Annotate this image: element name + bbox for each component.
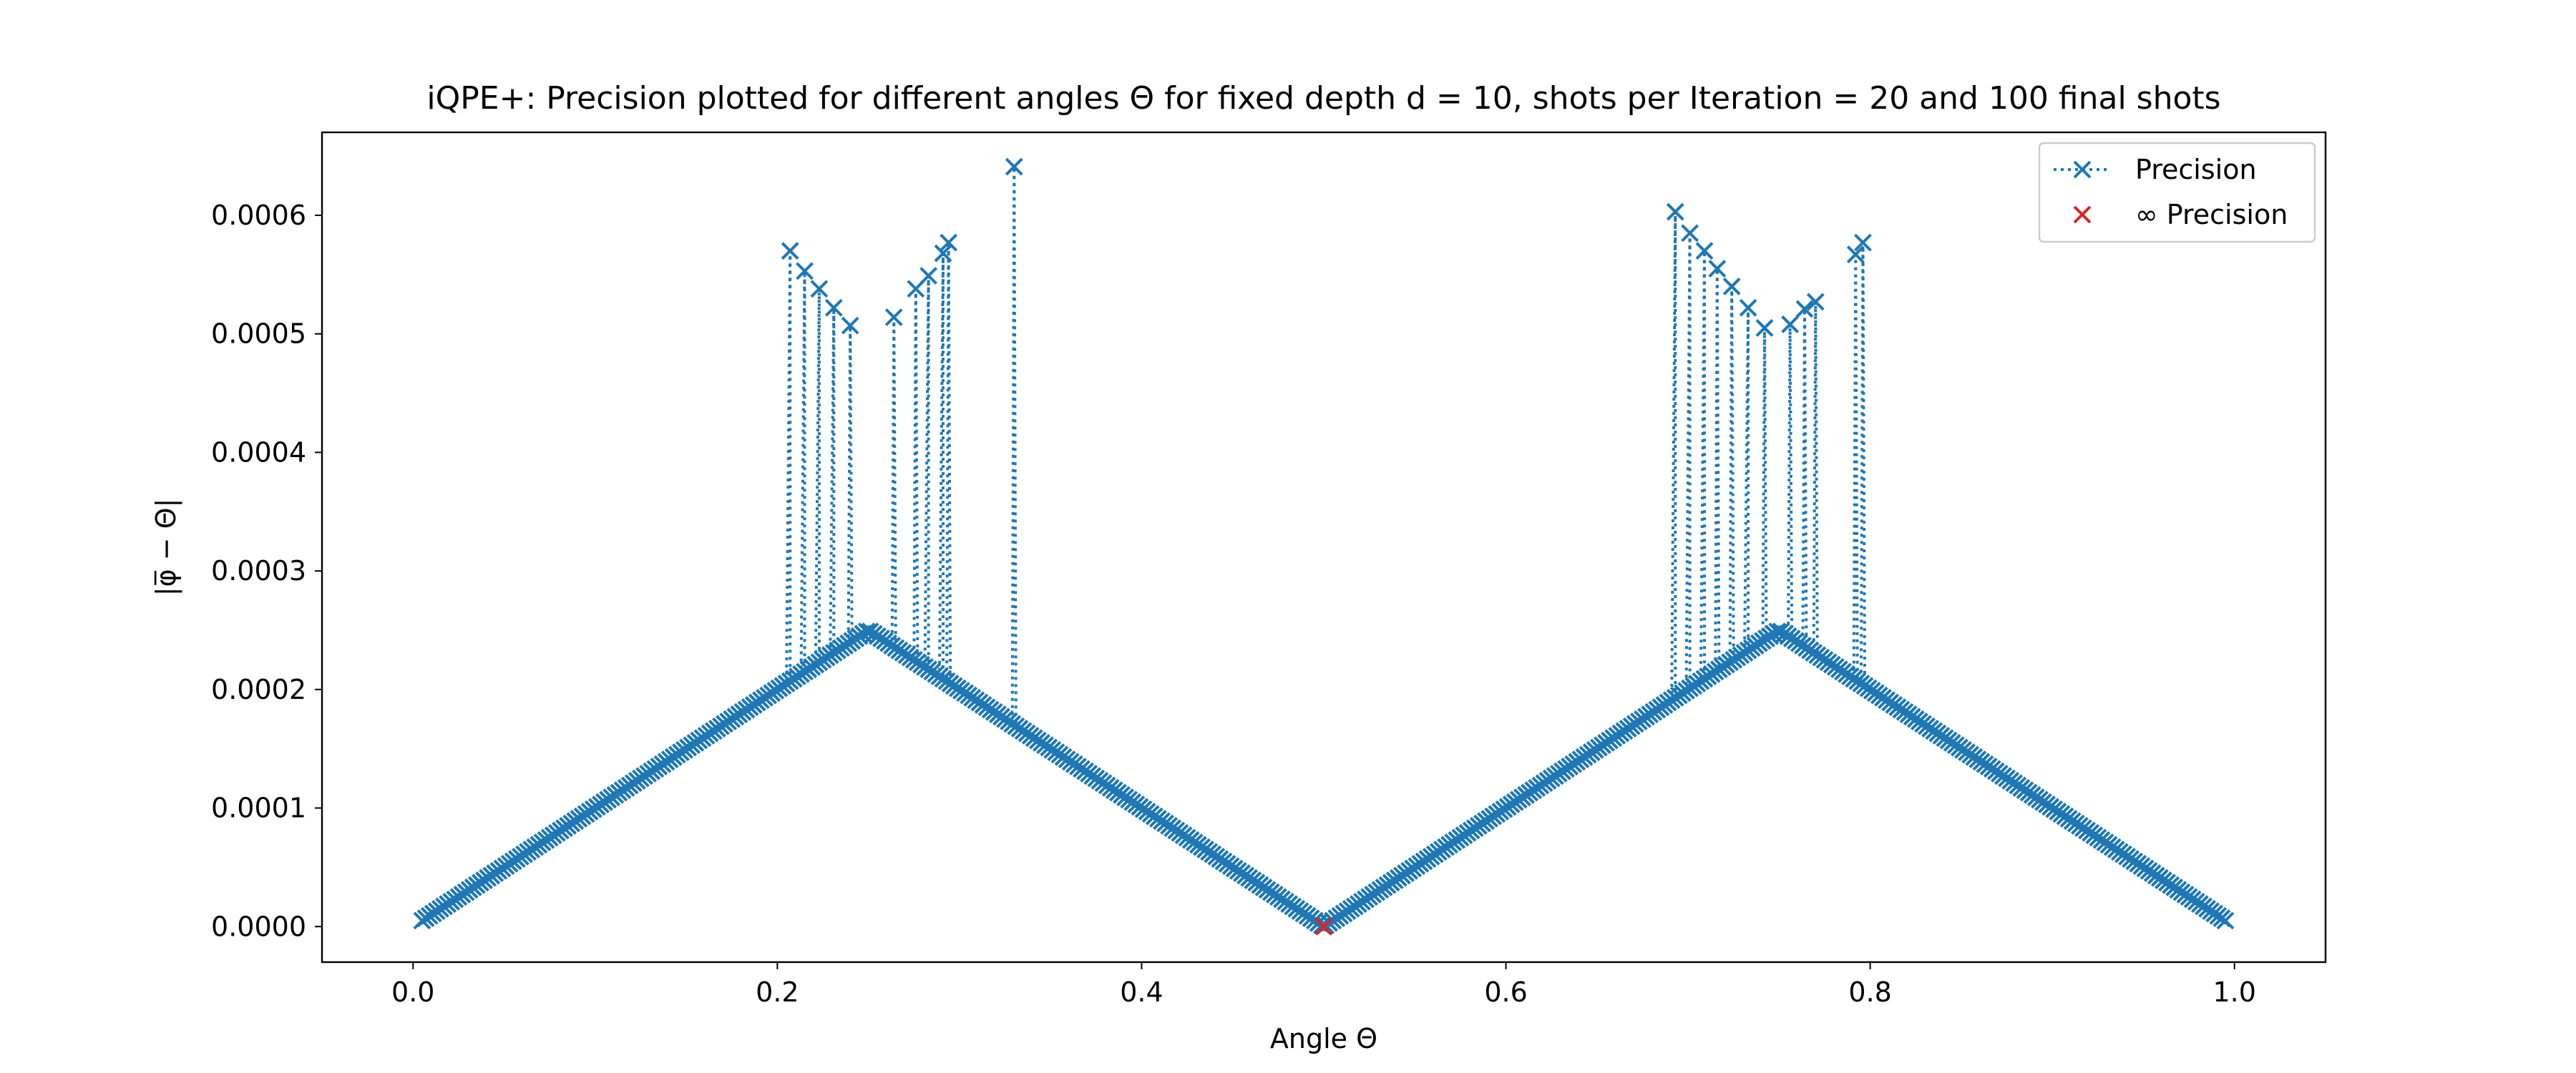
infinite-precision-point: [1314, 917, 1333, 936]
precision-point: [2216, 911, 2235, 930]
precision-point: [1795, 300, 1814, 318]
x-tick-label: 0.8: [1848, 976, 1891, 1008]
precision-point: [1806, 293, 1825, 311]
precision-point: [1739, 298, 1757, 317]
precision-point: [810, 280, 829, 298]
precision-point: [1708, 260, 1727, 278]
precision-point: [1722, 278, 1741, 295]
precision-point: [1854, 233, 1872, 252]
y-tick-label: 0.0001: [211, 793, 306, 824]
axis-layer: 0.0 0.2 0.4 0.6 0.8 1.0 0.0000 0.0001 0.0002 0.00…: [211, 200, 2256, 1008]
precision-point: [1846, 245, 1865, 264]
precision-point: [1681, 224, 1699, 242]
x-axis-label: Angle Θ: [1270, 1023, 1377, 1054]
precision-point: [884, 308, 903, 326]
y-axis-label: |φ̅ − Θ|: [150, 499, 182, 597]
legend: Precision ∞ Precision: [2038, 142, 2316, 243]
x-tick-label: 1.0: [2213, 976, 2256, 1008]
y-tick-label: 0.0003: [211, 555, 306, 587]
y-tick-label: 0.0006: [211, 200, 306, 231]
y-tick-label: 0.0002: [211, 674, 306, 705]
precision-point: [1755, 319, 1774, 337]
chart-title: iQPE+: Precision plotted for different a…: [426, 80, 2220, 117]
y-tick-label: 0.0004: [211, 436, 306, 468]
precision-point: [781, 242, 799, 260]
y-tick-label: 0.0000: [211, 911, 306, 942]
precision-point: [1005, 157, 1023, 176]
legend-label-precision: Precision: [2135, 154, 2257, 185]
x-tick-label: 0.2: [756, 976, 799, 1008]
y-tick-label: 0.0005: [211, 318, 306, 350]
plot-area-frame: [321, 131, 2327, 964]
x-tick-label: 0.0: [391, 976, 434, 1008]
precision-point: [824, 298, 843, 317]
precision-point: [919, 267, 938, 285]
precision-point: [1781, 315, 1800, 333]
series-layer: [413, 157, 2235, 936]
precision-point: [940, 233, 958, 252]
x-tick-label: 0.6: [1484, 976, 1527, 1008]
legend-key-precision: [2054, 160, 2111, 179]
precision-point: [796, 262, 814, 280]
precision-point: [841, 316, 859, 335]
x-tick-label: 0.4: [1120, 976, 1163, 1008]
legend-label-infinite-precision: ∞ Precision: [2135, 199, 2288, 230]
precision-point: [1666, 202, 1684, 221]
legend-key-infinite-precision: [2073, 205, 2092, 224]
precision-point: [1695, 242, 1714, 260]
precision-point: [934, 244, 952, 263]
legend-frame: [2038, 142, 2316, 243]
